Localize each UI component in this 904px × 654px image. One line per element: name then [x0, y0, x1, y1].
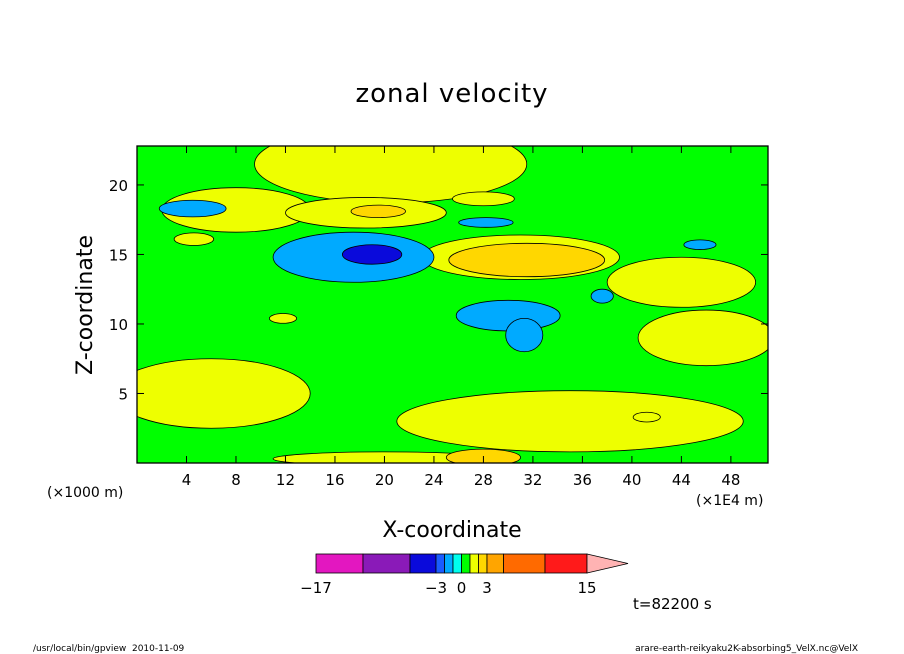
- x-tick-label-28: 28: [474, 471, 493, 489]
- contour-region-21: [590, 288, 614, 304]
- colorbar-tick-label-0: 0: [457, 579, 467, 597]
- contour-region-8: [448, 242, 606, 278]
- contour-region-19: [173, 232, 215, 246]
- colorbar-segment-1: [362, 553, 411, 574]
- colorbar-segment-3: [435, 553, 445, 574]
- x-axis-label: X-coordinate: [382, 518, 521, 543]
- contour-region-23: [632, 411, 661, 423]
- contour-region-15: [158, 199, 227, 218]
- colorbar-segment-9: [486, 553, 504, 574]
- y-axis: 5 10 15 20: [109, 177, 768, 403]
- colorbar-extend-arrow: [586, 553, 629, 574]
- colorbar-segment-6: [461, 553, 471, 574]
- contour-region-0: [396, 390, 744, 453]
- x-tick-label-20: 20: [375, 471, 394, 489]
- x-axis: 4 8 12 16 20 24 28 32 36 40 44 48: [182, 146, 740, 489]
- contour-region-16: [452, 191, 515, 207]
- colorbar-segment-10: [503, 553, 546, 574]
- y-tick-label-20: 20: [109, 177, 128, 195]
- colorbar: [315, 553, 629, 574]
- contour-region-22: [268, 313, 298, 324]
- plot-frame: [136, 145, 769, 464]
- x-tick-label-8: 8: [231, 471, 241, 489]
- contour-region-14: [341, 244, 403, 265]
- x-tick-label-24: 24: [424, 471, 443, 489]
- x-unit-label: (×1000 m): [47, 485, 123, 501]
- colorbar-segment-8: [478, 553, 488, 574]
- colorbar-segment-0: [315, 553, 364, 574]
- y-tick-label-5: 5: [118, 385, 128, 403]
- contour-region-5: [637, 309, 768, 367]
- colorbar-segment-5: [452, 553, 462, 574]
- plot-area: [137, 146, 768, 463]
- footer-right: arare-earth-reikyaku2K-absorbing5_VelX.n…: [635, 644, 858, 654]
- x-tick-label-36: 36: [573, 471, 592, 489]
- x-tick-label-44: 44: [672, 471, 691, 489]
- time-label: t=82200 s: [633, 595, 712, 613]
- x-tick-label-40: 40: [622, 471, 641, 489]
- colorbar-tick-label-15: 15: [577, 579, 596, 597]
- colorbar-tick-label-−17: −17: [300, 579, 332, 597]
- colorbar-tick-labels: −17 −3 0 3 15: [300, 579, 596, 597]
- contour-region-2: [137, 358, 311, 429]
- colorbar-segment-7: [469, 553, 479, 574]
- x-tick-label-48: 48: [721, 471, 740, 489]
- colorbar-tick-label-3: 3: [482, 579, 492, 597]
- colorbar-segment-2: [409, 553, 437, 574]
- y-axis-label: Z-coordinate: [73, 235, 98, 375]
- y-tick-label-15: 15: [109, 246, 128, 264]
- contour-region-18: [458, 217, 514, 228]
- colorbar-segment-4: [444, 553, 454, 574]
- contour-region-20: [683, 239, 717, 250]
- colorbar-tick-label-−3: −3: [425, 579, 447, 597]
- x-tick-label-32: 32: [523, 471, 542, 489]
- y-tick-label-10: 10: [109, 316, 128, 334]
- contour-region-12: [505, 318, 544, 353]
- contour-region-17: [350, 204, 406, 219]
- contour-region-1: [254, 146, 528, 204]
- contour-region-6: [606, 256, 757, 308]
- footer-left: /usr/local/bin/gpview 2010-11-09: [33, 644, 185, 654]
- colorbar-segment-11: [544, 553, 588, 574]
- x-tick-label-12: 12: [276, 471, 295, 489]
- y-unit-label: (×1E4 m): [696, 493, 763, 509]
- x-tick-label-4: 4: [182, 471, 192, 489]
- x-tick-label-16: 16: [325, 471, 344, 489]
- chart-title: zonal velocity: [355, 79, 548, 109]
